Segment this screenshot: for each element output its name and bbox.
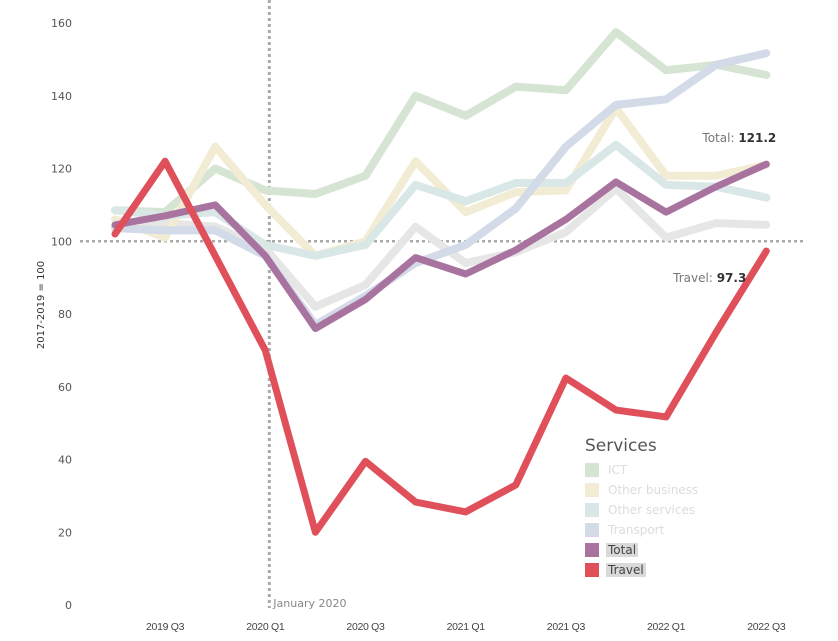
- series-line-travel: [111, 157, 770, 536]
- legend-item-travel[interactable]: Travel: [585, 560, 700, 580]
- legend-label: Other business: [608, 483, 699, 497]
- series-line-transport: [111, 49, 771, 329]
- x-tick-label: 2021 Q3: [547, 621, 586, 633]
- legend-label: Transport: [608, 523, 665, 537]
- y-tick-label: 120: [51, 163, 72, 176]
- legend-swatch: [585, 543, 599, 557]
- legend-swatch: [585, 563, 599, 577]
- y-tick-label: 40: [58, 454, 72, 467]
- legend-item-total[interactable]: Total: [585, 540, 700, 560]
- y-tick-label: 100: [51, 235, 72, 248]
- x-axis: 2019 Q3 2020 Q1 2020 Q3 2021 Q1 2021 Q3 2022 …: [146, 621, 786, 633]
- legend-label: Total: [606, 543, 639, 557]
- legend-swatch: [585, 483, 599, 497]
- series-group: [111, 28, 771, 536]
- legend-title: Services: [585, 436, 657, 456]
- legend: Services ICT Other business Other services…: [585, 436, 700, 580]
- x-tick-label: 2020 Q3: [346, 621, 385, 633]
- y-tick-label: 20: [58, 526, 72, 539]
- y-tick-label: 0: [65, 599, 72, 612]
- total-annotation-value: 121.2: [738, 131, 776, 145]
- travel-annotation-label: Travel:: [672, 271, 713, 285]
- legend-swatch: [585, 503, 599, 517]
- legend-swatch: [585, 523, 599, 537]
- legend-item-other_business[interactable]: Other business: [585, 480, 700, 500]
- x-tick-label: 2019 Q3: [146, 621, 185, 633]
- series-line-other_business: [111, 104, 771, 260]
- total-annotation: Total: 121.2: [701, 131, 776, 145]
- series-line-ict: [111, 28, 771, 217]
- x-tick-label: 2022 Q1: [647, 621, 686, 633]
- legend-label: Travel: [606, 563, 646, 577]
- y-axis: 0 20 40 60 80 100 120 140 160: [51, 17, 72, 612]
- legend-items: ICT Other business Other services Transport…: [585, 460, 700, 580]
- y-tick-label: 160: [51, 17, 72, 30]
- y-axis-label: 2017-2019 = 100: [36, 261, 47, 349]
- x-tick-label: 2021 Q1: [447, 621, 486, 633]
- legend-swatch: [585, 463, 599, 477]
- total-annotation-label: Total:: [701, 131, 734, 145]
- x-tick-label: 2022 Q3: [747, 621, 786, 633]
- travel-annotation-value: 97.3: [717, 271, 747, 285]
- series-line-total: [111, 160, 770, 333]
- event-line-label: January 2020: [272, 597, 346, 610]
- legend-label: ICT: [608, 463, 628, 477]
- legend-item-ict[interactable]: ICT: [585, 460, 700, 480]
- travel-annotation: Travel: 97.3: [672, 271, 746, 285]
- x-tick-label: 2020 Q1: [246, 621, 285, 633]
- legend-item-transport[interactable]: Transport: [585, 520, 700, 540]
- y-tick-label: 60: [58, 381, 72, 394]
- legend-item-other_services[interactable]: Other services: [585, 500, 700, 520]
- legend-label: Other services: [608, 503, 696, 517]
- y-tick-label: 140: [51, 90, 72, 103]
- y-tick-label: 80: [58, 308, 72, 321]
